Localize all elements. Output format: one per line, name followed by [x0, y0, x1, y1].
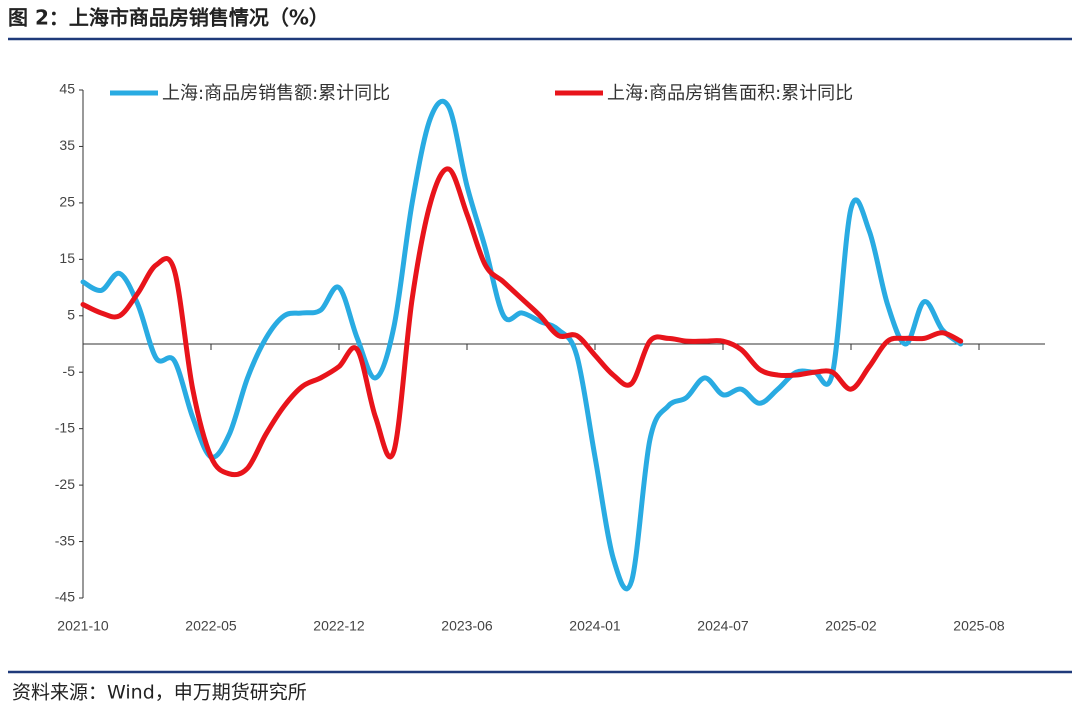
- y-tick-label: 25: [59, 194, 75, 210]
- source: 资料来源：Wind，申万期货研究所: [12, 682, 307, 704]
- x-tick-label: 2022-12: [313, 618, 365, 634]
- y-tick-label: -35: [55, 532, 75, 548]
- legend-label: 上海:商品房销售面积:累计同比: [607, 83, 853, 104]
- x-tick-label: 2022-05: [185, 618, 237, 634]
- y-tick-label: -45: [55, 589, 75, 605]
- x-tick-label: 2025-02: [825, 618, 877, 634]
- series-line: [80, 166, 964, 478]
- y-tick-label: -15: [55, 419, 75, 435]
- x-tick-label: 2025-08: [953, 618, 1005, 634]
- y-tick-label: 5: [67, 306, 75, 322]
- legend-label: 上海:商品房销售额:累计同比: [162, 83, 390, 104]
- x-tick-label: 2023-06: [441, 618, 493, 634]
- y-tick-label: -25: [55, 476, 75, 492]
- x-tick-label: 2024-01: [569, 618, 621, 634]
- y-tick-label: 45: [59, 81, 75, 97]
- x-tick-label: 2024-07: [697, 618, 749, 634]
- x-tick-label: 2021-10: [57, 618, 109, 634]
- y-tick-label: 15: [59, 250, 75, 266]
- y-tick-label: 35: [59, 137, 75, 153]
- series-line: [80, 98, 964, 592]
- y-tick-label: -5: [63, 363, 76, 379]
- chart-title: 图 2：上海市商品房销售情况（%）: [8, 6, 329, 30]
